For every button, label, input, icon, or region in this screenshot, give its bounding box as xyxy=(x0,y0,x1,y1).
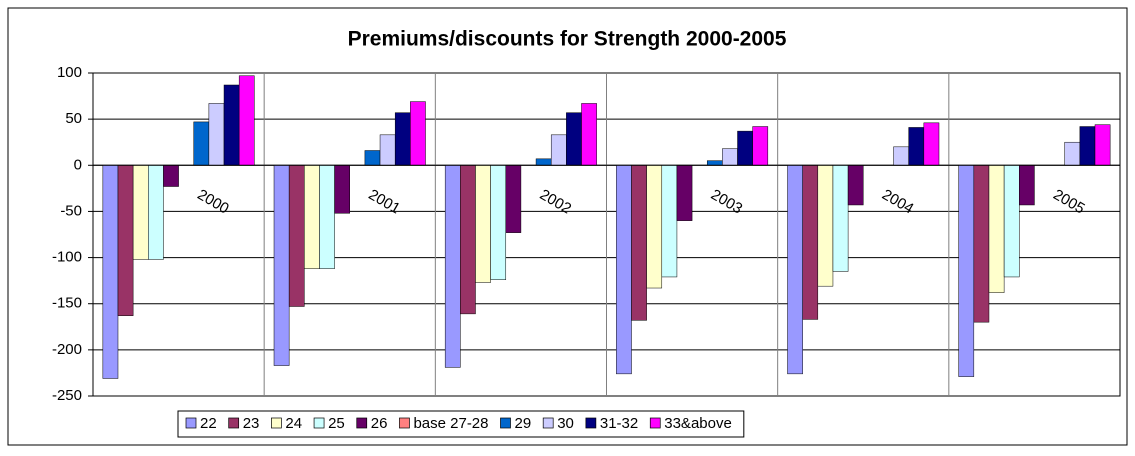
legend-swatch xyxy=(356,417,368,429)
bar xyxy=(1064,141,1081,166)
legend-label: 31-32 xyxy=(600,415,638,432)
bar xyxy=(319,165,335,269)
bar xyxy=(958,165,975,377)
bar xyxy=(444,165,461,368)
bar xyxy=(616,165,632,375)
chart-title: Premiums/discounts for Strength 2000-200… xyxy=(348,28,787,51)
bar xyxy=(566,112,582,166)
bar xyxy=(817,165,834,287)
bar xyxy=(787,165,803,375)
bar xyxy=(737,130,753,166)
y-tick-label: -200 xyxy=(52,341,82,358)
bar xyxy=(535,158,552,166)
bar xyxy=(832,165,849,272)
bar xyxy=(646,165,663,289)
bar xyxy=(163,165,179,187)
bar xyxy=(752,126,769,166)
legend-swatch xyxy=(649,417,661,429)
bar xyxy=(410,101,426,166)
bar xyxy=(923,122,940,166)
bar xyxy=(364,150,381,166)
bar xyxy=(631,165,647,321)
legend-label: 22 xyxy=(200,415,217,432)
bar xyxy=(132,165,149,260)
legend-swatch xyxy=(313,417,325,429)
bar xyxy=(722,148,738,166)
legend-label: base 27-28 xyxy=(413,415,488,432)
legend-label: 26 xyxy=(371,415,388,432)
bar xyxy=(1019,165,1035,206)
bar xyxy=(802,165,819,320)
legend-swatch xyxy=(271,417,282,429)
bar xyxy=(490,165,507,280)
bar xyxy=(505,165,522,233)
legend-label: 29 xyxy=(515,415,532,432)
legend-swatch xyxy=(185,417,197,429)
y-tick-label: -100 xyxy=(52,249,82,266)
legend-swatch xyxy=(542,417,554,429)
legend-label: 33&above xyxy=(664,415,732,432)
bar xyxy=(475,165,491,283)
y-tick-label: 0 xyxy=(74,156,82,173)
bar xyxy=(706,160,723,166)
bar xyxy=(893,146,909,166)
legend-label: 24 xyxy=(285,415,302,432)
bar xyxy=(550,134,567,166)
legend-label: 23 xyxy=(243,415,260,432)
bar xyxy=(973,165,990,323)
chart-border xyxy=(7,7,1128,446)
bar xyxy=(847,165,864,206)
legend-swatch xyxy=(500,417,511,429)
legend-swatch xyxy=(228,417,240,429)
legend-label: 30 xyxy=(557,415,574,432)
bar xyxy=(379,134,396,166)
legend-swatch xyxy=(585,417,597,429)
y-tick-label: -50 xyxy=(60,202,82,219)
bar xyxy=(1094,124,1111,166)
bar xyxy=(394,112,411,166)
bar xyxy=(223,84,240,166)
y-tick-label: -150 xyxy=(52,295,82,312)
bar xyxy=(102,165,119,379)
bar xyxy=(661,165,678,278)
legend-label: 25 xyxy=(328,415,345,432)
bar xyxy=(1079,126,1096,166)
bar xyxy=(581,103,597,166)
bar xyxy=(273,165,290,366)
bar xyxy=(1003,165,1020,278)
bar xyxy=(117,165,134,316)
legend-swatch xyxy=(399,417,410,429)
bar xyxy=(334,165,351,214)
y-tick-label: 100 xyxy=(57,64,82,81)
bar xyxy=(460,165,476,315)
bar xyxy=(238,75,255,166)
y-tick-label: -250 xyxy=(52,387,82,404)
bar xyxy=(208,103,225,166)
bar xyxy=(676,165,693,221)
bar xyxy=(148,165,164,260)
y-tick-label: 50 xyxy=(65,110,82,127)
bar xyxy=(304,165,320,269)
bar xyxy=(908,127,925,166)
bar xyxy=(988,165,1005,293)
bar xyxy=(288,165,305,307)
bar xyxy=(193,121,210,166)
